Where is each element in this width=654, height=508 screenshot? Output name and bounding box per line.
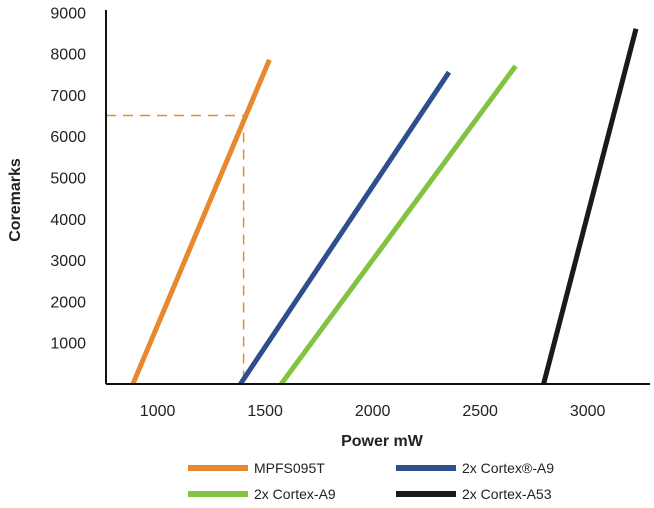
y-tick-label: 3000 bbox=[50, 253, 86, 270]
x-tick-label: 1000 bbox=[140, 403, 176, 420]
y-tick-label: 4000 bbox=[50, 212, 86, 229]
series-line-3 bbox=[279, 64, 518, 386]
y-tick-label: 9000 bbox=[50, 5, 86, 22]
y-tick-label: 7000 bbox=[50, 88, 86, 105]
y-tick-label: 2000 bbox=[50, 294, 86, 311]
x-tick-label: 2500 bbox=[462, 403, 498, 420]
legend-label: 2x Cortex-A53 bbox=[462, 486, 552, 502]
y-axis-title: Coremarks bbox=[7, 158, 24, 242]
y-tick-label: 1000 bbox=[50, 336, 86, 353]
legend-label: MPFS095T bbox=[254, 460, 325, 476]
y-tick-label: 6000 bbox=[50, 129, 86, 146]
y-tick-labels: 1000 2000 3000 4000 5000 6000 7000 8000 9000 bbox=[50, 5, 86, 352]
legend: MPFS095T 2x Cortex®-A9 2x Cortex-A9 2x Cort… bbox=[188, 460, 554, 502]
legend-label: 2x Cortex®-A9 bbox=[462, 460, 554, 476]
reference-dashed-lines bbox=[106, 114, 245, 384]
y-tick-label: 8000 bbox=[50, 47, 86, 64]
series-line-1 bbox=[130, 58, 272, 385]
series-line-4 bbox=[541, 28, 639, 385]
y-tick-label: 5000 bbox=[50, 170, 86, 187]
x-axis-title: Power mW bbox=[341, 433, 424, 450]
x-tick-label: 1500 bbox=[247, 403, 283, 420]
series-line-2 bbox=[238, 70, 452, 386]
legend-label: 2x Cortex-A9 bbox=[254, 486, 336, 502]
x-tick-label: 3000 bbox=[570, 403, 606, 420]
series-lines bbox=[130, 28, 639, 386]
x-tick-label: 2000 bbox=[355, 403, 391, 420]
x-tick-labels: 1000 1500 2000 2500 3000 bbox=[140, 403, 606, 420]
